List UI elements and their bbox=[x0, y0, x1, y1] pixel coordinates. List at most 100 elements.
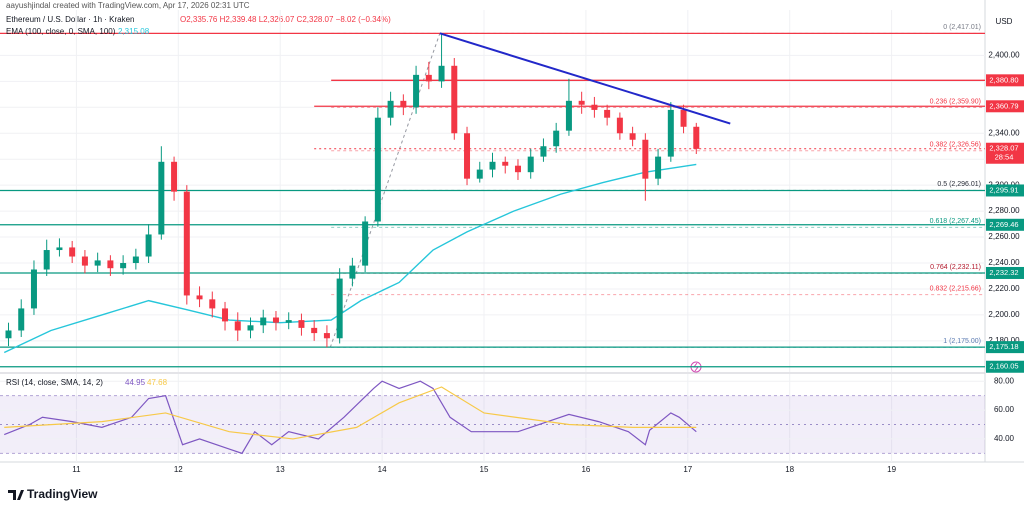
level-tag bbox=[986, 184, 1024, 197]
x-tick-label: 12 bbox=[174, 465, 183, 474]
level-label: 2,232.32 bbox=[989, 268, 1018, 277]
fib-label: 0.832 (2,215.66) bbox=[930, 285, 981, 292]
candle-body bbox=[451, 65, 458, 134]
candle-body bbox=[400, 100, 407, 108]
fib-label: 1 (2,175.00) bbox=[943, 338, 981, 345]
candle-body bbox=[629, 133, 636, 140]
candle-body bbox=[209, 299, 216, 309]
current-price-label: 2,328.07 bbox=[989, 144, 1018, 153]
candle-body bbox=[311, 327, 318, 334]
fib-anchor bbox=[329, 33, 441, 348]
y-tick-label: 2,220.00 bbox=[988, 284, 1020, 293]
candle-body bbox=[693, 126, 700, 149]
candle-body bbox=[272, 317, 279, 323]
candle-body bbox=[374, 117, 381, 222]
candle-body bbox=[553, 130, 560, 147]
candle-body bbox=[655, 156, 662, 179]
x-tick-label: 11 bbox=[72, 465, 81, 474]
candle-body bbox=[145, 234, 152, 257]
level-label: 2,160.05 bbox=[989, 362, 1018, 371]
y-tick-label: 2,180.00 bbox=[988, 336, 1020, 345]
candle-body bbox=[132, 256, 139, 264]
candle-body bbox=[94, 260, 101, 266]
fib-label: 0.5 (2,296.01) bbox=[937, 181, 981, 188]
x-tick-label: 16 bbox=[581, 465, 590, 474]
candle-body bbox=[234, 321, 241, 331]
y-tick-label: 2,280.00 bbox=[988, 206, 1020, 215]
rsi-value: 47.68 bbox=[147, 378, 168, 387]
y-tick-label: 2,200.00 bbox=[988, 310, 1020, 319]
y-tick-label: 40.00 bbox=[994, 434, 1015, 443]
fib-label: 0 (2,417.01) bbox=[943, 24, 981, 31]
attribution: aayushjindal created with TradingView.co… bbox=[6, 1, 250, 10]
rsi-title: RSI (14, close, SMA, 14, 2) bbox=[6, 378, 103, 387]
y-tick-label: 2,340.00 bbox=[988, 128, 1020, 137]
candle-body bbox=[667, 109, 674, 157]
level-label: 2,175.18 bbox=[989, 342, 1018, 351]
candle-body bbox=[616, 117, 623, 134]
y-tick-label: 2,400.00 bbox=[988, 51, 1020, 60]
rsi-line bbox=[4, 386, 697, 440]
level-label: 2,380.80 bbox=[989, 75, 1018, 84]
logo-text: TradingView bbox=[27, 487, 98, 501]
candle-body bbox=[56, 247, 63, 251]
candle-body bbox=[514, 165, 521, 173]
candle-body bbox=[5, 330, 12, 339]
x-tick-label: 18 bbox=[785, 465, 794, 474]
candle-body bbox=[489, 161, 496, 170]
candle-body bbox=[680, 109, 687, 127]
candle-body bbox=[387, 100, 394, 118]
candle-body bbox=[18, 308, 25, 331]
candle-body bbox=[298, 320, 305, 328]
level-tag bbox=[986, 360, 1024, 373]
fib-label: 0.236 (2,359.90) bbox=[930, 98, 981, 105]
x-tick-label: 14 bbox=[378, 465, 387, 474]
candle-body bbox=[604, 109, 611, 118]
trendline bbox=[439, 32, 731, 125]
candle-body bbox=[43, 250, 50, 270]
ema-legend: EMA (100, close, 0, SMA, 100) bbox=[6, 27, 116, 36]
current-price-tag bbox=[986, 142, 1024, 164]
countdown: 28:54 bbox=[995, 153, 1014, 162]
candle-body bbox=[425, 74, 432, 82]
candle-body bbox=[464, 133, 471, 179]
level-tag bbox=[986, 74, 1024, 87]
candle-body bbox=[158, 161, 165, 235]
candle-body bbox=[30, 269, 37, 309]
candle-body bbox=[540, 146, 547, 157]
logo-mark bbox=[8, 490, 24, 500]
fib-label: 0.764 (2,232.11) bbox=[930, 264, 981, 271]
candle-body bbox=[69, 247, 76, 257]
candle-body bbox=[247, 325, 254, 331]
level-tag bbox=[986, 100, 1024, 113]
candle-body bbox=[413, 74, 420, 108]
level-tag bbox=[986, 341, 1024, 354]
x-tick-label: 15 bbox=[480, 465, 489, 474]
level-label: 2,269.46 bbox=[989, 220, 1018, 229]
candle-body bbox=[476, 169, 483, 179]
candle-body bbox=[196, 295, 203, 300]
level-label: 2,295.91 bbox=[989, 185, 1018, 194]
currency: USD bbox=[996, 17, 1013, 26]
candle-body bbox=[285, 320, 292, 323]
fib-label: 0.618 (2,267.45) bbox=[930, 218, 981, 225]
y-tick-label: 80.00 bbox=[994, 376, 1015, 385]
rsi-line bbox=[4, 380, 697, 455]
x-tick-label: 19 bbox=[887, 465, 896, 474]
ohlc: O2,335.76 H2,339.48 L2,326.07 C2,328.07 … bbox=[180, 15, 391, 24]
y-tick-label: 2,240.00 bbox=[988, 258, 1020, 267]
logo: TradingView bbox=[8, 487, 98, 501]
candle-body bbox=[120, 263, 127, 269]
candle-body bbox=[107, 260, 114, 269]
candle-body bbox=[642, 139, 649, 179]
fib-label: 0.382 (2,326.56) bbox=[930, 142, 981, 149]
ema-value: 2,315.08 bbox=[118, 27, 150, 36]
candle-body bbox=[336, 278, 343, 339]
level-tag bbox=[986, 218, 1024, 231]
candle-body bbox=[183, 191, 190, 296]
level-tag bbox=[986, 266, 1024, 279]
candle-body bbox=[527, 156, 534, 173]
level-label: 2,360.79 bbox=[989, 101, 1018, 110]
